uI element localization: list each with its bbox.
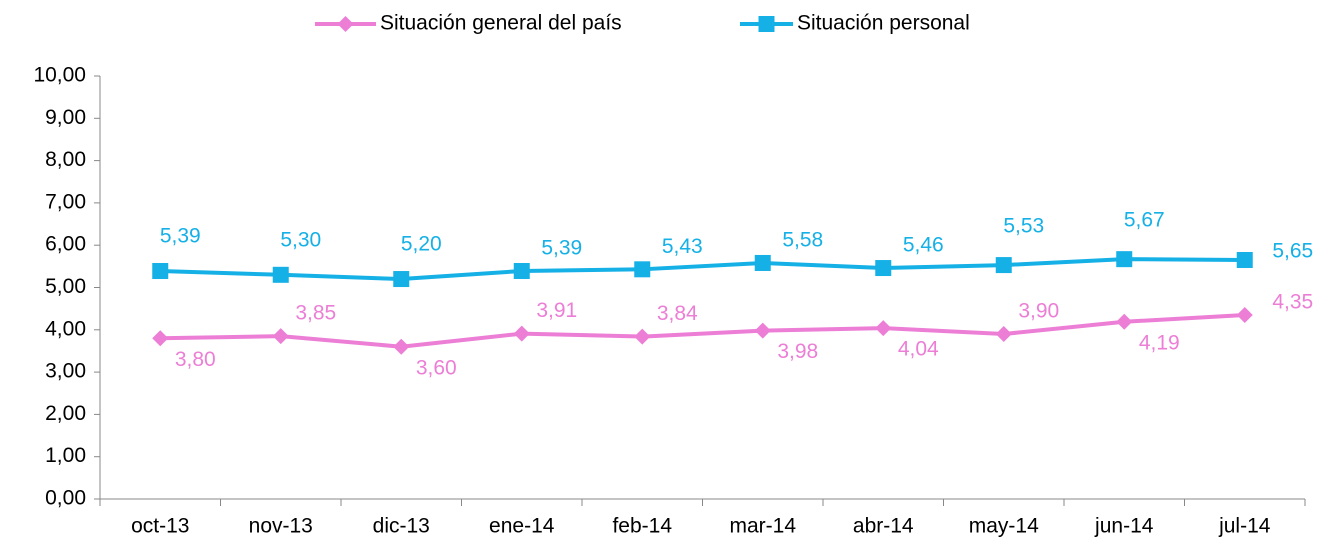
x-tick-label: abr-14 — [853, 515, 914, 538]
x-tick-label: may-14 — [969, 515, 1039, 538]
y-tick-label: 10,00 — [33, 64, 86, 87]
marker — [272, 328, 289, 345]
legend-label: Situación general del país — [380, 12, 622, 35]
y-tick-label: 5,00 — [45, 275, 86, 298]
series-line — [160, 257, 1245, 282]
y-tick-label: 0,00 — [45, 487, 86, 510]
data-label: 5,67 — [1124, 209, 1165, 232]
x-tick-label: jun-14 — [1094, 515, 1154, 538]
y-tick-label: 9,00 — [45, 106, 86, 129]
marker — [393, 338, 410, 355]
data-label: 4,19 — [1139, 331, 1180, 354]
marker — [272, 266, 289, 283]
data-label: 5,39 — [160, 225, 201, 248]
marker — [754, 322, 771, 339]
marker — [513, 263, 530, 280]
x-tick-label: feb-14 — [612, 515, 672, 538]
data-label: 5,58 — [782, 229, 823, 252]
y-tick-label: 1,00 — [45, 444, 86, 467]
y-tick-label: 2,00 — [45, 402, 86, 425]
marker — [1116, 251, 1133, 268]
data-label: 3,91 — [536, 299, 577, 322]
data-label: 4,35 — [1272, 291, 1313, 314]
marker — [1236, 306, 1253, 323]
data-label: 3,80 — [175, 348, 216, 371]
y-tick-label: 6,00 — [45, 233, 86, 256]
marker — [754, 254, 771, 271]
marker — [513, 325, 530, 342]
marker — [634, 261, 651, 278]
data-label: 3,84 — [657, 302, 698, 325]
x-tick-label: ene-14 — [489, 515, 555, 538]
marker — [152, 330, 169, 347]
data-label: 4,04 — [898, 338, 939, 361]
marker — [995, 326, 1012, 343]
marker — [152, 263, 169, 280]
data-label: 5,46 — [903, 234, 944, 257]
legend-marker — [758, 16, 775, 32]
x-tick-label: nov-13 — [249, 515, 313, 538]
x-tick-label: oct-13 — [131, 515, 189, 538]
series-line — [160, 312, 1245, 349]
x-tick-label: dic-13 — [373, 515, 430, 538]
data-label: 5,39 — [541, 237, 582, 260]
data-label: 5,65 — [1272, 240, 1313, 263]
marker — [1116, 313, 1133, 330]
data-label: 5,53 — [1003, 215, 1044, 238]
data-label: 5,30 — [280, 228, 321, 251]
data-label: 5,20 — [401, 233, 442, 256]
y-tick-label: 8,00 — [45, 148, 86, 171]
marker — [995, 257, 1012, 274]
marker — [634, 328, 651, 345]
marker — [875, 260, 892, 277]
data-label: 3,85 — [295, 302, 336, 325]
y-tick-label: 3,00 — [45, 360, 86, 383]
x-tick-label: mar-14 — [729, 515, 796, 538]
marker — [393, 271, 410, 288]
data-label: 3,98 — [777, 340, 818, 363]
data-label: 3,60 — [416, 356, 457, 379]
data-label: 3,90 — [1018, 300, 1059, 323]
data-label: 5,43 — [662, 235, 703, 258]
marker — [875, 320, 892, 337]
legend-label: Situación personal — [797, 12, 970, 35]
marker — [1236, 252, 1253, 269]
y-tick-label: 4,00 — [45, 317, 86, 340]
x-tick-label: jul-14 — [1218, 515, 1271, 538]
legend-marker — [337, 16, 354, 32]
y-tick-label: 7,00 — [45, 190, 86, 213]
